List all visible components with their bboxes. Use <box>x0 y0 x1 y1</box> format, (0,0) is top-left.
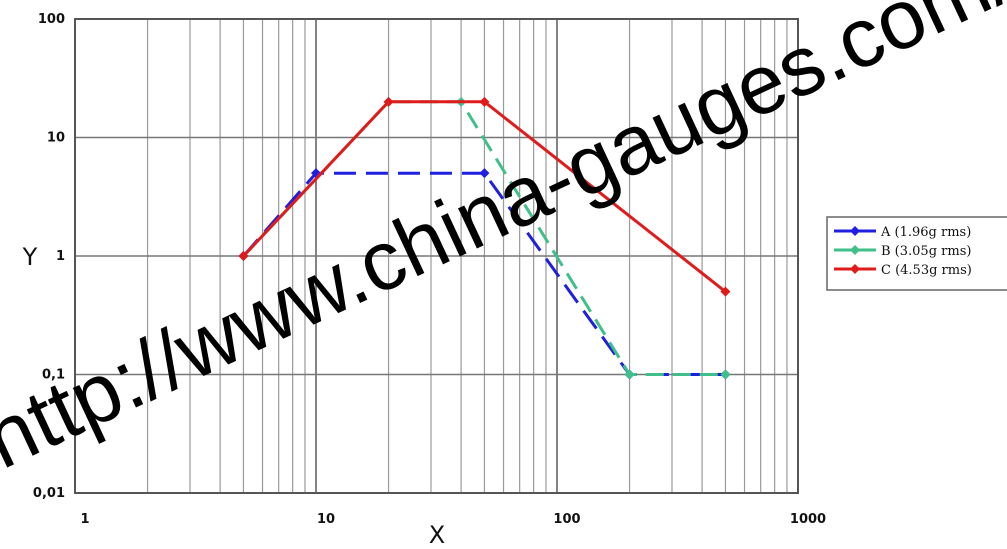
data-point <box>383 96 394 107</box>
series-lines <box>238 96 731 380</box>
legend-entry: B (3.05g rms) <box>834 244 971 259</box>
legend-label: B (3.05g rms) <box>881 244 971 259</box>
x-tick-label: 100 <box>553 512 580 527</box>
legend-label: C (4.53g rms) <box>881 263 972 278</box>
y-axis-label: Y <box>22 243 38 271</box>
data-point <box>720 286 731 297</box>
x-tick-label: 1 <box>80 512 89 527</box>
legend-entry: A (1.96g rms) <box>834 225 971 240</box>
x-axis-label: X <box>429 521 445 549</box>
legend-marker <box>850 245 860 255</box>
data-point <box>720 369 731 380</box>
legend-entry: C (4.53g rms) <box>834 263 972 278</box>
x-tick-labels: 1 10 100 1000 <box>80 512 826 527</box>
y-tick-label: 1 <box>56 249 65 264</box>
y-tick-label: 10 <box>47 131 65 146</box>
legend: A (1.96g rms) B (3.05g rms) C (4.53g rms) <box>826 216 1007 291</box>
series-3 <box>238 96 731 297</box>
legend-marker <box>850 264 860 274</box>
legend-label: A (1.96g rms) <box>880 225 971 240</box>
y-tick-label: 0,01 <box>33 486 65 501</box>
plot-border <box>74 18 799 494</box>
data-point <box>479 96 490 107</box>
legend-marker <box>850 226 860 236</box>
y-tick-label: 0,1 <box>42 368 65 383</box>
data-point <box>624 369 635 380</box>
y-tick-labels: 0,01 0,1 1 10 100 <box>33 12 65 501</box>
series-line <box>242 100 727 293</box>
x-tick-label: 10 <box>317 512 335 527</box>
x-tick-label: 1000 <box>790 512 826 527</box>
data-point <box>238 251 249 261</box>
y-tick-label: 100 <box>38 12 65 27</box>
data-point <box>479 168 490 179</box>
